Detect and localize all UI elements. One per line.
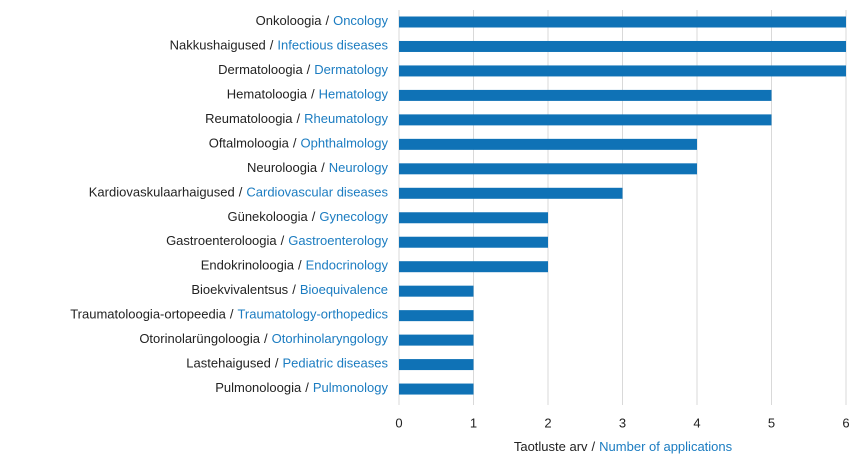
label-et: Bioekvivalentsus	[191, 283, 288, 298]
y-tick-label: Traumatoloogia-ortopeedia / Traumatology-o…	[70, 307, 388, 322]
bar	[399, 383, 474, 395]
bar	[399, 163, 697, 175]
y-tick-label: Gastroenteroloogia / Gastroenterology	[166, 234, 388, 249]
label-en: Cardiovascular diseases	[246, 185, 388, 200]
y-tick-label: Günekoloogia / Gynecology	[227, 209, 388, 224]
label-separator: /	[321, 160, 325, 175]
label-en: Pulmonology	[313, 380, 389, 395]
label-et: Neuroloogia	[247, 160, 318, 175]
label-et: Pulmonoloogia	[215, 380, 302, 395]
bar	[399, 285, 474, 297]
label-et: Günekoloogia	[227, 209, 308, 224]
x-tick-label: 6	[842, 415, 849, 430]
bar	[399, 65, 846, 77]
label-separator: /	[307, 62, 311, 77]
x-axis-label-et: Taotluste arv	[514, 439, 588, 454]
x-tick-label: 2	[544, 415, 551, 430]
x-tick-label: 3	[619, 415, 626, 430]
label-et: Reumatoloogia	[205, 111, 293, 126]
x-tick-label: 0	[395, 415, 402, 430]
x-tick-label: 5	[768, 415, 775, 430]
label-et: Dermatoloogia	[218, 62, 303, 77]
label-separator: /	[292, 283, 296, 298]
y-tick-label: Pulmonoloogia / Pulmonology	[215, 380, 388, 395]
label-separator: /	[270, 38, 274, 53]
label-separator: /	[297, 111, 301, 126]
label-et: Onkoloogia	[256, 13, 323, 28]
bar	[399, 138, 697, 150]
label-en: Gastroenterology	[288, 234, 388, 249]
label-en: Ophthalmology	[301, 136, 389, 151]
label-separator: /	[293, 136, 297, 151]
label-et: Nakkushaigused	[170, 38, 266, 53]
bar	[399, 212, 548, 224]
label-en: Neurology	[329, 160, 389, 175]
label-et: Hematoloogia	[227, 87, 308, 102]
label-et: Kardiovaskulaarhaigused	[89, 185, 235, 200]
y-tick-label: Neuroloogia / Neurology	[247, 160, 388, 175]
bar	[399, 89, 772, 101]
y-tick-label: Bioekvivalentsus / Bioequivalence	[191, 283, 388, 298]
label-en: Hematology	[319, 87, 389, 102]
label-en: Rheumatology	[304, 111, 388, 126]
x-axis-label: Taotluste arv / Number of applications	[514, 439, 733, 454]
label-separator: /	[230, 307, 234, 322]
label-et: Traumatoloogia-ortopeedia	[70, 307, 226, 322]
label-en: Infectious diseases	[277, 38, 388, 53]
label-et: Endokrinoloogia	[201, 258, 295, 273]
y-tick-label: Oftalmoloogia / Ophthalmology	[209, 136, 389, 151]
label-et: Gastroenteroloogia	[166, 234, 277, 249]
x-axis-label-en: Number of applications	[599, 439, 732, 454]
y-tick-label: Kardiovaskulaarhaigused / Cardiovascular d…	[89, 185, 389, 200]
label-en: Dermatology	[314, 62, 388, 77]
label-separator: /	[311, 87, 315, 102]
bar	[399, 334, 474, 346]
bar	[399, 114, 772, 126]
label-et: Oftalmoloogia	[209, 136, 290, 151]
label-separator: /	[325, 13, 329, 28]
bar	[399, 236, 548, 248]
label-separator: /	[275, 356, 279, 371]
bar	[399, 359, 474, 371]
label-et: Lastehaigused	[186, 356, 271, 371]
bar	[399, 310, 474, 322]
bar	[399, 16, 846, 28]
label-en: Otorhinolaryngology	[272, 332, 389, 347]
label-et: Otorinolarüngoloogia	[139, 332, 260, 347]
label-en: Endocrinology	[306, 258, 389, 273]
label-en: Traumatology-orthopedics	[237, 307, 388, 322]
label-en: Bioequivalence	[300, 283, 388, 298]
bar	[399, 261, 548, 273]
label-en: Gynecology	[319, 209, 388, 224]
y-tick-label: Onkoloogia / Oncology	[256, 13, 389, 28]
label-separator: /	[305, 380, 309, 395]
label-separator: /	[312, 209, 316, 224]
label-separator: /	[281, 234, 285, 249]
label-separator: /	[298, 258, 302, 273]
label-separator: /	[239, 185, 243, 200]
y-tick-label: Nakkushaigused / Infectious diseases	[170, 38, 389, 53]
label-separator: /	[264, 332, 268, 347]
y-tick-label: Otorinolarüngoloogia / Otorhinolaryngology	[139, 332, 388, 347]
y-tick-label: Hematoloogia / Hematology	[227, 87, 389, 102]
x-tick-label: 4	[693, 415, 700, 430]
bar	[399, 187, 623, 199]
y-tick-label: Reumatoloogia / Rheumatology	[205, 111, 388, 126]
x-axis-label-separator: /	[592, 439, 596, 454]
y-tick-label: Lastehaigused / Pediatric diseases	[186, 356, 388, 371]
bar	[399, 40, 846, 52]
y-tick-label: Endokrinoloogia / Endocrinology	[201, 258, 389, 273]
y-tick-label: Dermatoloogia / Dermatology	[218, 62, 388, 77]
label-en: Oncology	[333, 13, 388, 28]
label-en: Pediatric diseases	[283, 356, 389, 371]
x-tick-label: 1	[470, 415, 477, 430]
